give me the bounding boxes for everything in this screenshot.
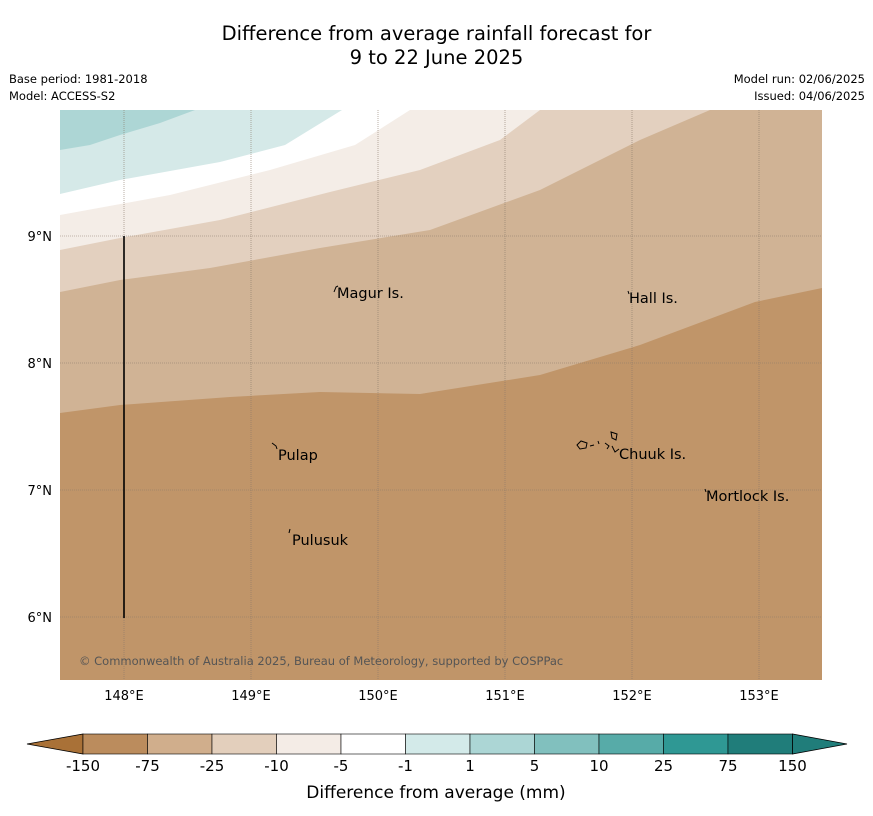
colorbar-tick-label: -5 [334, 757, 349, 775]
colorbar-tick-label: -75 [135, 757, 160, 775]
model-run: Model run: 02/06/2025 [733, 72, 865, 86]
colorbar-segment [598, 733, 664, 755]
issued-date: Issued: 04/06/2025 [754, 89, 865, 103]
map-title: Difference from average rainfall forecas… [0, 22, 873, 70]
colorbar-segment [211, 733, 277, 755]
lon-tick-150e: 150°E [358, 689, 398, 704]
hall-island-shape [627, 290, 630, 295]
colorbar-tick-label: -1 [398, 757, 413, 775]
place-label-pulusuk: Pulusuk [292, 533, 349, 549]
colorbar-segment [147, 733, 213, 755]
colorbar-tick-label: 10 [589, 757, 608, 775]
map-fill-bands [60, 110, 822, 680]
magur-island-shape [333, 285, 339, 293]
colorbar-tick-label: 150 [778, 757, 807, 775]
lat-tick-7n: 7°N [28, 484, 53, 499]
colorbar-arrow-high [792, 733, 848, 755]
colorbar-segment [340, 733, 406, 755]
pulusuk-island-shape [288, 528, 291, 534]
lat-tick-9n: 9°N [28, 230, 53, 245]
lon-tick-151e: 151°E [485, 689, 525, 704]
colorbar-segment [405, 733, 471, 755]
chuuk-island-shape-2 [589, 444, 595, 447]
colorbar-label: Difference from average (mm) [306, 783, 565, 803]
lon-tick-148e: 148°E [104, 689, 144, 704]
colorbar-tick-label: -10 [264, 757, 289, 775]
meta-left: Base period: 1981-2018 Model: ACCESS-S2 [9, 71, 148, 105]
place-label-mortlock: Mortlock Is. [706, 489, 789, 505]
place-label-chuuk: Chuuk Is. [619, 447, 686, 463]
title-line-2: 9 to 22 June 2025 [349, 46, 524, 69]
meta-right: Model run: 02/06/2025 Issued: 04/06/2025 [734, 71, 865, 105]
colorbar: -150 -75 -25 -10 -5 -1 1 5 10 25 75 150 [26, 733, 848, 775]
copyright-notice: © Commonwealth of Australia 2025, Bureau… [79, 654, 563, 668]
colorbar-tick-label: -25 [200, 757, 225, 775]
place-label-hall: Hall Is. [629, 291, 678, 307]
model-name: Model: ACCESS-S2 [9, 89, 116, 103]
base-period: Base period: 1981-2018 [9, 72, 148, 86]
title-line-1: Difference from average rainfall forecas… [221, 22, 652, 45]
colorbar-arrow-low [26, 733, 84, 755]
colorbar-segment [727, 733, 793, 755]
chuuk-island-shape-3 [597, 440, 600, 445]
colorbar-segment [663, 733, 729, 755]
chuuk-island-shape-4 [604, 442, 610, 450]
pulap-island-shape [271, 442, 278, 450]
colorbar-tick-label: 1 [465, 757, 475, 775]
lon-tick-153e: 153°E [739, 689, 779, 704]
island-shapes [271, 285, 707, 534]
colorbar-segment [276, 733, 342, 755]
colorbar-segment [82, 733, 148, 755]
colorbar-segment [469, 733, 535, 755]
chuuk-island-shape-6 [611, 445, 620, 453]
lat-tick-8n: 8°N [28, 357, 53, 372]
colorbar-tick-label: 75 [718, 757, 737, 775]
chuuk-island-shape-5 [610, 431, 618, 441]
colorbar-tick-label: 25 [654, 757, 673, 775]
place-label-magur: Magur Is. [337, 286, 404, 302]
colorbar-tick-label: -150 [66, 757, 100, 775]
colorbar-segment [534, 733, 600, 755]
place-label-pulap: Pulap [278, 448, 318, 464]
lat-tick-6n: 6°N [28, 611, 53, 626]
mortlock-island-shape [704, 488, 707, 493]
lon-tick-149e: 149°E [231, 689, 271, 704]
lon-tick-152e: 152°E [612, 689, 652, 704]
band-wet-10 [60, 110, 195, 150]
colorbar-tick-label: 5 [530, 757, 540, 775]
chuuk-island-shape-1 [576, 440, 588, 450]
